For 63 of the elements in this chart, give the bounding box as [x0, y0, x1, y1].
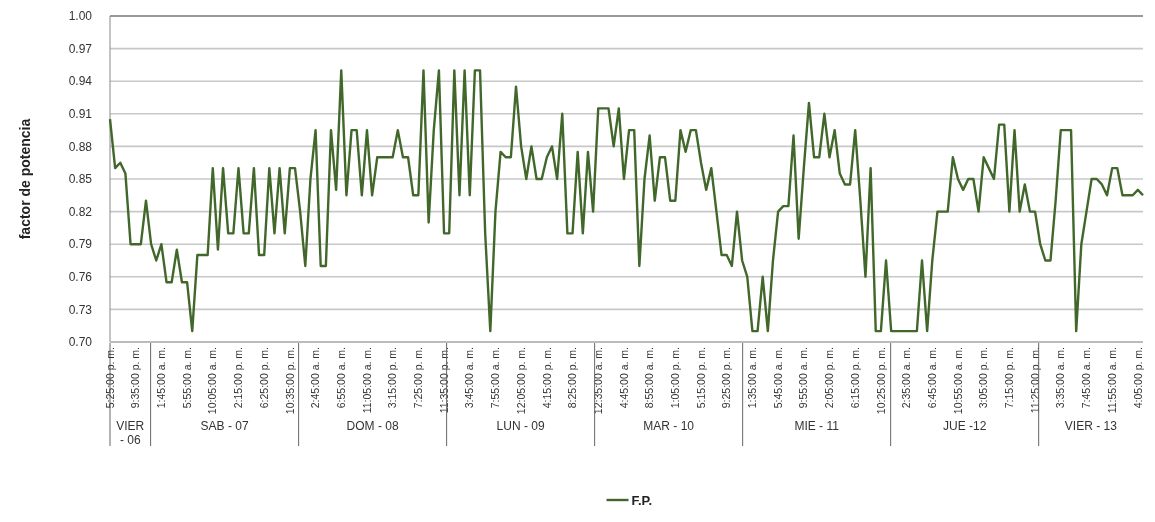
x-tick-label: 4:05:00 p. m.: [1131, 347, 1144, 409]
x-tick-label: 10:05:00 a. m.: [206, 347, 219, 415]
legend-label: F.P.: [631, 492, 653, 508]
y-axis-title: factor de potencia: [17, 118, 33, 240]
x-tick-label: 12:05:00 p. m.: [514, 347, 527, 415]
x-tick-label: 6:45:00 a. m.: [925, 347, 938, 409]
text: DOM - 08: [346, 419, 399, 433]
x-tick-label: 8:55:00 a. m.: [643, 347, 656, 409]
x-tick-label: 11:35:00 p. m.: [437, 347, 450, 414]
x-tick-label: 5:55:00 a. m.: [180, 347, 193, 409]
x-tick-label: 3:45:00 a. m.: [463, 347, 476, 409]
x-tick-label: 5:15:00 p. m.: [694, 347, 707, 409]
x-tick-label: 11:05:00 a. m.: [360, 347, 373, 414]
x-tick-label: 5:45:00 a. m.: [771, 347, 784, 409]
y-tick-label: 0.94: [68, 74, 93, 89]
x-tick-label: 2:35:00 a. m.: [900, 347, 913, 409]
x-tick-label: 6:55:00 a. m.: [334, 347, 347, 409]
x-tick-label: 6:25:00 p. m.: [257, 347, 270, 409]
x-tick-label: 9:35:00 p. m.: [129, 347, 142, 409]
x-tick-label: 12:35:00 a. m.: [591, 347, 604, 415]
x-tick-label: 4:15:00 p. m.: [540, 347, 553, 409]
x-tick-label: 7:45:00 a. m.: [1080, 347, 1093, 409]
x-tick-label: 3:35:00 a. m.: [1054, 347, 1067, 409]
x-tick-label: 7:55:00 a. m.: [489, 347, 502, 409]
y-tick-label: 0.79: [68, 237, 93, 252]
x-tick-label: 2:15:00 p. m.: [232, 347, 245, 409]
y-tick-label: 0.82: [68, 204, 93, 219]
x-tick-label: 7:25:00 p. m.: [412, 347, 425, 409]
y-tick-label: 0.73: [68, 302, 93, 317]
text: JUE -12: [942, 419, 987, 433]
x-tick-label: 7:15:00 p. m.: [1003, 347, 1016, 409]
y-tick-label: 0.70: [68, 335, 93, 350]
text: LUN - 09: [496, 419, 545, 433]
x-tick-label: 11:25:00 p. m.: [1028, 347, 1041, 414]
x-tick-label: 9:25:00 p. m.: [720, 347, 733, 409]
y-tick-label: 0.85: [68, 172, 93, 187]
x-tick-label: 6:15:00 p. m.: [848, 347, 861, 409]
text: MIE - 11: [794, 419, 840, 433]
text: VIER - 06: [116, 419, 145, 447]
x-tick-label: 8:25:00 p. m.: [566, 347, 579, 409]
text: SAB - 07: [200, 419, 249, 433]
y-tick-label: 0.97: [68, 41, 93, 56]
x-tick-label: 5:25:00 p. m.: [103, 347, 116, 409]
line-series: [108, 69, 1145, 333]
x-tick-label: 9:55:00 a. m.: [797, 347, 810, 409]
x-tick-label: 10:25:00 p. m.: [874, 347, 887, 415]
x-tick-label: 11:55:00 a. m.: [1105, 347, 1118, 414]
y-tick-label: 0.76: [68, 270, 93, 284]
y-tick-label: 1.00: [68, 9, 93, 24]
x-tick-label: 3:15:00 p. m.: [386, 347, 399, 409]
x-tick-label: 3:05:00 p. m.: [977, 347, 990, 409]
x-tick-label: 2:45:00 a. m.: [309, 347, 322, 409]
y-tick-label: 0.91: [68, 107, 93, 121]
x-tick-label: 2:05:00 p. m.: [823, 347, 836, 409]
x-tick-label: 4:45:00 a. m.: [617, 347, 630, 409]
y-tick-label: 0.88: [68, 139, 93, 154]
x-tick-label: 1:05:00 p. m.: [669, 347, 681, 409]
x-tick-label: 1:45:00 a. m.: [155, 347, 168, 409]
x-tick-label: 10:55:00 a. m.: [951, 347, 964, 415]
x-tick-label: 10:35:00 p. m.: [283, 347, 296, 415]
x-tick-label: 1:35:00 a. m.: [746, 347, 759, 409]
text: VIER - 13: [1064, 419, 1118, 433]
text: MAR - 10: [643, 419, 695, 433]
